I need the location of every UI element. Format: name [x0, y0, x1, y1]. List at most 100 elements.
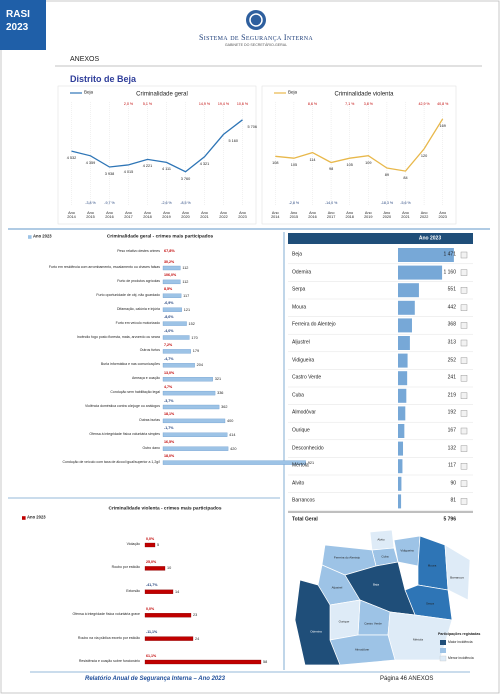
note-value: 67,8% [164, 248, 175, 253]
plot-frame [57, 85, 257, 225]
bar [144, 636, 194, 641]
map-label: Odemira [310, 629, 322, 634]
data-label: 414 [229, 432, 236, 437]
x-tick-label: Ano 2021 [401, 211, 410, 220]
chart-title: Criminalidade violenta - crimes mais par… [108, 506, 222, 512]
category-label: Burla informática e nas comunicações [100, 362, 160, 367]
district-title: Distrito de Beja [70, 74, 137, 84]
bar [162, 265, 181, 271]
row-label: Odemira [292, 268, 312, 275]
data-label: 10 [167, 566, 172, 571]
x-tick-label: Ano 2020 [181, 211, 190, 220]
map-label: Serpa [425, 601, 435, 606]
map-label: Vidigueira [400, 548, 414, 553]
change-label: 61,1% [146, 653, 157, 658]
data-label: 313 [447, 339, 456, 346]
bar [398, 336, 410, 350]
x-tick-label: Ano 2017 [124, 211, 133, 220]
map-label: Cuba [381, 554, 389, 559]
bar [398, 283, 419, 298]
map-label: Ourique [338, 619, 350, 624]
change-label: -3,7% [164, 398, 174, 403]
data-label: 14 [175, 589, 180, 594]
bar [162, 446, 229, 451]
map-legend-swatch [439, 655, 447, 662]
category-label: Furto em residência com arrombamento, es… [48, 265, 160, 270]
category-label: Ofensa à integridade física voluntária s… [89, 431, 160, 436]
change-label: 40,8 % [437, 102, 449, 107]
change-label: -5,6 % [400, 201, 411, 206]
legend-swatch [28, 235, 32, 239]
data-label: 90 [450, 480, 456, 487]
chart-title: Criminalidade violenta [334, 91, 394, 98]
x-tick-label: Ano 2020 [382, 211, 392, 220]
row-box [460, 410, 468, 417]
data-label: 442 [447, 304, 456, 311]
data-label: 204 [196, 363, 203, 368]
change-label: 14,9 % [198, 102, 211, 107]
category-label: Furto em veículo motorizado [115, 320, 160, 325]
bar [162, 279, 181, 285]
category-label: Ofensa à integridade física voluntária g… [72, 612, 140, 617]
map-label: Almodôvar [354, 647, 370, 652]
data-label: 921 [307, 460, 315, 465]
logo [246, 10, 266, 30]
map-legend-label: Menor incidência [448, 656, 474, 660]
map-label: Barrancos [450, 575, 464, 580]
row-label: Beja [292, 251, 303, 258]
bar [162, 363, 195, 368]
data-label: 219 [447, 392, 456, 399]
bar [162, 377, 213, 382]
data-label: 336 [217, 391, 224, 396]
row-box [460, 304, 468, 311]
data-label: 4 111 [162, 167, 171, 172]
category-label: Resistência e coação sobre funcionário [78, 659, 140, 664]
bar [162, 418, 226, 424]
data-label: 167 [447, 427, 456, 434]
bar [162, 349, 191, 354]
bar [162, 321, 187, 326]
data-label: 120 [420, 153, 428, 158]
bar [398, 459, 403, 474]
badge-box [0, 0, 46, 50]
data-label: 368 [447, 321, 456, 328]
x-tick-label: Ano 2022 [419, 211, 429, 220]
bar [144, 542, 156, 548]
bar [162, 432, 228, 437]
map-label: Mértola [412, 637, 424, 642]
row-label: Cuba [292, 392, 304, 399]
map-legend-label: Maior incidência [448, 640, 473, 644]
data-label: 170 [191, 335, 198, 340]
bar [398, 248, 454, 262]
bar [398, 406, 406, 421]
data-label: 112 [182, 265, 189, 270]
row-box [460, 339, 468, 347]
section: ANEXOS [70, 56, 100, 63]
data-label: 5 706 [247, 124, 258, 129]
data-label: 152 [188, 321, 195, 326]
note: Peso relativo destes crimes [117, 249, 160, 254]
row-label: Ferreira do Alentejo [292, 321, 336, 328]
data-label: 24 [195, 636, 200, 641]
bar [398, 388, 407, 403]
change-label: 8,6 % [307, 102, 318, 107]
change-label: -11,1% [146, 630, 158, 635]
change-label: -6,9% [164, 301, 174, 306]
data-label: 84 [403, 175, 408, 180]
row-label: Alvito [292, 480, 305, 487]
x-tick-label: Ano 2023 [438, 211, 447, 220]
change-label: 30,2% [164, 259, 175, 264]
data-label: 5 [157, 542, 160, 547]
column-header: Ano 2023 [418, 234, 442, 241]
data-label: 179 [192, 349, 200, 354]
change-label: -4,7% [164, 356, 174, 361]
legend-label: Beja [288, 89, 298, 95]
map-label: Ferreira do Alentejo [333, 555, 361, 560]
category-label: Outros furtos [139, 348, 160, 353]
change-label: 106,0% [164, 273, 177, 278]
bar [398, 371, 408, 386]
organization: Sistema de Segurança Interna [199, 33, 313, 42]
data-label: 23 [193, 613, 198, 618]
change-label: -8,5 % [180, 201, 191, 206]
